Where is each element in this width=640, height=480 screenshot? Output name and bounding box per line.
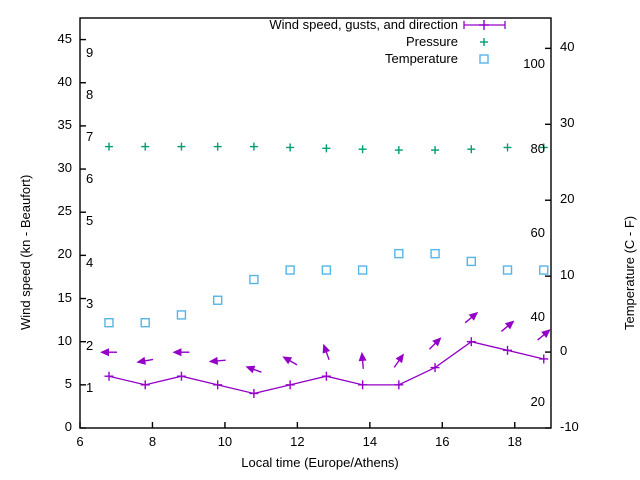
y-tick-label-left-10: 10 [57, 332, 72, 348]
x-tick-label-16: 16 [435, 434, 450, 449]
y-tick-beaufort-7: 7 [86, 128, 94, 144]
y-tick-label-left-5: 5 [64, 375, 72, 391]
y-tick-fahrenheit-80: 80 [530, 140, 545, 156]
legend-markers [463, 20, 506, 64]
wind-direction-arrow [172, 348, 190, 357]
y-tick-beaufort-8: 8 [86, 87, 94, 103]
x-tick-label-6: 6 [76, 434, 84, 449]
y-tick-label-left-15: 15 [57, 289, 72, 305]
wind-direction-arrow [537, 329, 551, 341]
x-tick-label-10: 10 [217, 434, 233, 449]
x-tick-label-18: 18 [507, 434, 522, 449]
y-tick-label-left-35: 35 [57, 116, 72, 132]
y-tick-beaufort-9: 9 [86, 45, 94, 61]
series-pressure [104, 142, 548, 155]
series-temperature [104, 248, 549, 328]
wind-direction-arrow [500, 320, 515, 332]
y-tick-beaufort-1: 1 [86, 380, 94, 396]
y-tick-label-right-10: 10 [560, 267, 575, 283]
wind-direction-arrow [464, 311, 479, 324]
y-tick-label-left-30: 30 [57, 160, 72, 176]
legend-entry-temperature[interactable]: Temperature [385, 51, 458, 66]
y-tick-fahrenheit-40: 40 [530, 309, 545, 325]
x-axis-title: Local time (Europe/Athens) [241, 455, 399, 470]
wind-direction-arrow [358, 351, 367, 369]
y-tick-fahrenheit-20: 20 [530, 393, 545, 409]
y-tick-label-left-20: 20 [57, 246, 72, 262]
y-tick-beaufort-5: 5 [86, 212, 94, 228]
y-tick-beaufort-3: 3 [86, 296, 94, 312]
y-tick-label-right-20: 20 [560, 191, 575, 207]
y-tick-beaufort-2: 2 [86, 338, 94, 354]
axis-ticks [79, 38, 551, 429]
wind-direction-arrow [208, 356, 226, 365]
y-tick-beaufort-6: 6 [86, 170, 94, 186]
x-tick-label-12: 12 [290, 434, 305, 449]
wind-direction-arrow [136, 356, 154, 365]
legend-entry-pressure[interactable]: Pressure [405, 34, 458, 49]
y-tick-label-right-40: 40 [560, 39, 575, 55]
y-tick-fahrenheit-100: 100 [523, 56, 545, 72]
y-tick-fahrenheit-60: 60 [530, 224, 545, 240]
wind-direction-arrow [245, 365, 262, 374]
y-tick-label-right-30: 30 [560, 115, 575, 131]
axis-frame [79, 17, 552, 429]
y-tick-label-left-45: 45 [57, 30, 72, 46]
wind-direction-arrow [393, 353, 404, 368]
y-tick-label-right-0: 0 [560, 343, 568, 359]
wind-direction-arrow [282, 356, 298, 366]
y-tick-label-right--10: -10 [560, 419, 579, 434]
wind-direction-arrow [322, 343, 331, 360]
y-tick-label-left-40: 40 [57, 73, 72, 89]
series-wind-speed [104, 337, 549, 398]
wind-direction-arrow [428, 337, 442, 350]
series-wind-direction-arrows [99, 311, 551, 374]
y-tick-beaufort-4: 4 [86, 254, 94, 270]
x-tick-label-14: 14 [362, 434, 378, 449]
y-tick-label-left-25: 25 [57, 203, 72, 219]
legend-entry-wind[interactable]: Wind speed, gusts, and direction [269, 17, 458, 32]
wind-direction-arrow [99, 348, 117, 357]
x-tick-label-8: 8 [148, 434, 157, 449]
y-tick-label-left-0: 0 [64, 419, 72, 434]
